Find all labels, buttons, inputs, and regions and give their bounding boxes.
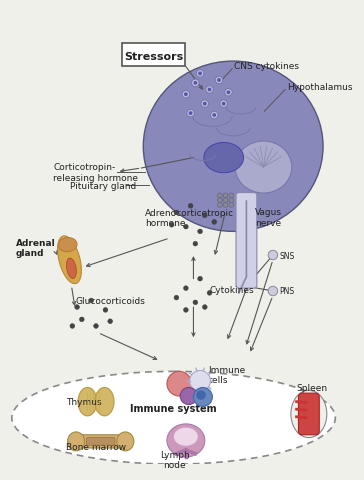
Circle shape: [229, 193, 234, 198]
Circle shape: [226, 91, 230, 95]
FancyBboxPatch shape: [74, 435, 127, 448]
Circle shape: [79, 317, 84, 322]
Text: Spleen: Spleen: [297, 383, 328, 392]
Circle shape: [217, 79, 221, 83]
Circle shape: [103, 308, 108, 312]
Ellipse shape: [143, 62, 323, 232]
Ellipse shape: [12, 372, 335, 464]
Ellipse shape: [78, 388, 97, 416]
Circle shape: [169, 223, 174, 228]
Text: Hypothalamus: Hypothalamus: [287, 83, 353, 92]
Circle shape: [193, 388, 212, 407]
Circle shape: [223, 193, 228, 198]
Text: SNS: SNS: [280, 251, 295, 260]
Circle shape: [184, 93, 188, 97]
Ellipse shape: [291, 391, 327, 438]
Text: Immune
cells: Immune cells: [207, 365, 245, 384]
Ellipse shape: [167, 424, 205, 457]
FancyBboxPatch shape: [123, 44, 185, 67]
Text: Thymus: Thymus: [66, 397, 101, 406]
Circle shape: [201, 101, 209, 108]
Circle shape: [188, 204, 193, 209]
Circle shape: [198, 277, 202, 281]
Ellipse shape: [66, 258, 76, 279]
Circle shape: [196, 391, 206, 400]
Circle shape: [198, 229, 202, 234]
Circle shape: [94, 324, 98, 329]
Circle shape: [108, 319, 112, 324]
Circle shape: [212, 114, 216, 118]
Circle shape: [187, 110, 194, 118]
Text: Vagus
nerve: Vagus nerve: [255, 208, 282, 228]
Circle shape: [167, 372, 191, 396]
Text: PNS: PNS: [280, 287, 295, 296]
Circle shape: [193, 300, 198, 305]
Ellipse shape: [95, 388, 114, 416]
Circle shape: [225, 89, 232, 97]
Circle shape: [196, 71, 204, 78]
Circle shape: [174, 296, 179, 300]
Text: CNS cytokines: CNS cytokines: [234, 62, 299, 71]
Circle shape: [189, 112, 193, 116]
Ellipse shape: [58, 236, 82, 284]
Text: Lymph
node: Lymph node: [160, 450, 189, 469]
FancyBboxPatch shape: [87, 438, 115, 445]
Circle shape: [210, 112, 218, 120]
Circle shape: [215, 77, 223, 84]
Circle shape: [198, 72, 202, 76]
Circle shape: [268, 287, 278, 296]
FancyBboxPatch shape: [236, 193, 257, 288]
Circle shape: [218, 203, 222, 208]
Circle shape: [182, 91, 190, 99]
Text: Stressors: Stressors: [124, 52, 183, 62]
Circle shape: [174, 211, 179, 216]
Circle shape: [223, 198, 228, 203]
Text: Adrenal
gland: Adrenal gland: [16, 238, 55, 258]
Circle shape: [220, 101, 228, 108]
Ellipse shape: [235, 142, 292, 193]
Circle shape: [183, 286, 188, 291]
Circle shape: [89, 299, 94, 303]
Text: Adrenocorticotropic
hormone: Adrenocorticotropic hormone: [145, 208, 234, 228]
Ellipse shape: [68, 432, 85, 451]
Circle shape: [183, 225, 188, 229]
Circle shape: [183, 308, 188, 312]
Circle shape: [222, 103, 226, 107]
Circle shape: [75, 305, 79, 310]
FancyBboxPatch shape: [298, 393, 319, 435]
Text: Cytokines: Cytokines: [210, 285, 254, 294]
Ellipse shape: [174, 427, 198, 446]
Ellipse shape: [117, 432, 134, 451]
Circle shape: [218, 198, 222, 203]
Circle shape: [223, 203, 228, 208]
Text: Pituitary gland: Pituitary gland: [70, 181, 136, 190]
Circle shape: [202, 214, 207, 218]
Circle shape: [193, 82, 197, 85]
Circle shape: [70, 324, 75, 329]
Circle shape: [207, 291, 212, 296]
Circle shape: [229, 203, 234, 208]
Circle shape: [202, 305, 207, 310]
Circle shape: [206, 86, 213, 94]
Text: Corticotropin-
releasing hormone: Corticotropin- releasing hormone: [54, 163, 138, 182]
Text: Bone marrow: Bone marrow: [66, 442, 126, 451]
Circle shape: [212, 220, 217, 225]
Circle shape: [193, 242, 198, 247]
Circle shape: [207, 88, 211, 92]
Circle shape: [218, 193, 222, 198]
Ellipse shape: [204, 143, 244, 173]
Text: Immune system: Immune system: [130, 404, 217, 413]
Circle shape: [268, 251, 278, 260]
Circle shape: [180, 388, 197, 405]
Circle shape: [203, 103, 207, 107]
Circle shape: [191, 80, 199, 87]
Ellipse shape: [58, 238, 77, 252]
Circle shape: [229, 198, 234, 203]
Circle shape: [190, 371, 210, 392]
Text: Glucocorticoids: Glucocorticoids: [75, 296, 145, 305]
